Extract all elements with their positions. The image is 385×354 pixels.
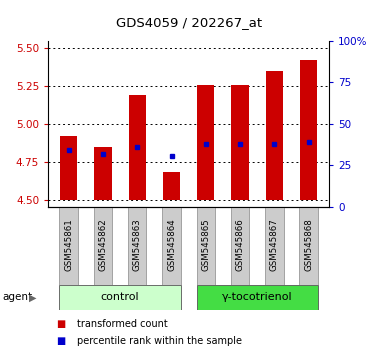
Bar [231, 207, 249, 285]
Text: agent: agent [2, 292, 32, 302]
Bar [60, 136, 77, 200]
Text: GSM545868: GSM545868 [304, 218, 313, 271]
Text: GSM545865: GSM545865 [201, 218, 210, 271]
Bar [94, 207, 112, 285]
Text: γ-tocotrienol: γ-tocotrienol [222, 292, 293, 302]
Bar [94, 147, 112, 200]
Text: ▶: ▶ [29, 292, 36, 302]
Text: GSM545862: GSM545862 [99, 218, 107, 271]
Text: ■: ■ [56, 336, 65, 346]
Bar [265, 207, 284, 285]
Text: transformed count: transformed count [77, 319, 168, 329]
Text: GSM545866: GSM545866 [236, 218, 244, 271]
Bar [300, 61, 317, 200]
Bar [59, 207, 78, 285]
Bar [196, 285, 318, 310]
Bar [163, 172, 180, 200]
Bar [59, 285, 181, 310]
Text: GSM545861: GSM545861 [64, 218, 73, 271]
Bar [231, 85, 249, 200]
Bar [300, 207, 318, 285]
Bar [266, 71, 283, 200]
Bar [129, 95, 146, 200]
Text: percentile rank within the sample: percentile rank within the sample [77, 336, 242, 346]
Text: control: control [101, 292, 139, 302]
Text: GDS4059 / 202267_at: GDS4059 / 202267_at [116, 16, 262, 29]
Text: ■: ■ [56, 319, 65, 329]
Bar [162, 207, 181, 285]
Bar [197, 85, 214, 200]
Text: GSM545864: GSM545864 [167, 218, 176, 271]
Bar [128, 207, 146, 285]
Text: GSM545867: GSM545867 [270, 218, 279, 271]
Text: GSM545863: GSM545863 [133, 218, 142, 271]
Bar [196, 207, 215, 285]
